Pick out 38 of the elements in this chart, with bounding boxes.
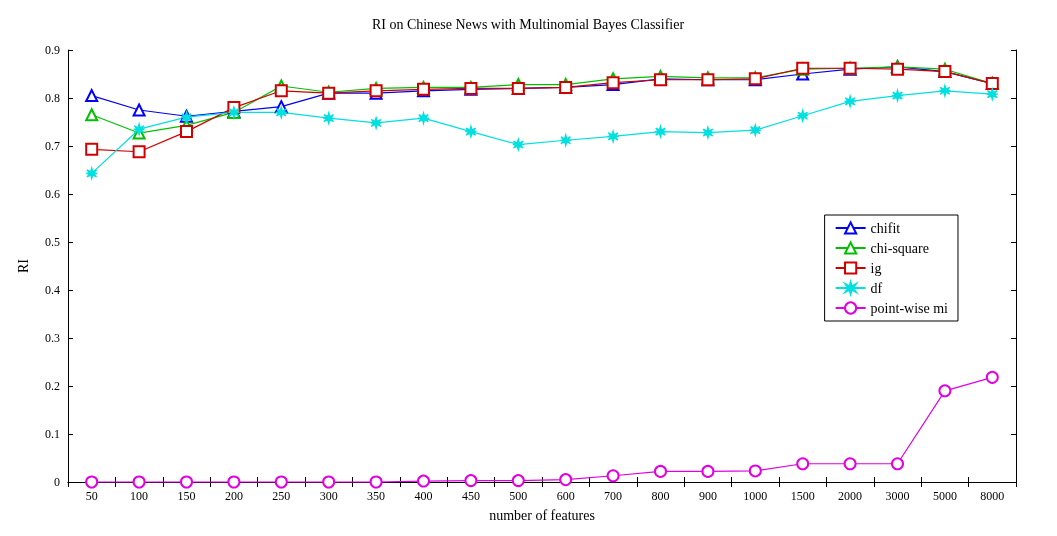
x-tick-label: 900: [698, 489, 717, 503]
x-tick-label: 1500: [790, 489, 815, 503]
x-tick-label: 800: [651, 489, 670, 503]
x-tick-label: 250: [272, 489, 291, 503]
x-tick-label: 100: [130, 489, 149, 503]
x-tick-label: 600: [556, 489, 575, 503]
legend-label: df: [870, 280, 883, 296]
y-tick-label: 0: [54, 475, 60, 489]
x-tick-label: 500: [509, 489, 528, 503]
y-tick-label: 0.5: [45, 235, 60, 249]
x-tick-label: 200: [224, 489, 243, 503]
legend-label: chi-square: [870, 240, 929, 256]
chart-title: RI on Chinese News with Multinomial Bayes Classifier: [371, 16, 685, 32]
y-tick-label: 0.3: [45, 331, 60, 345]
y-tick-label: 0.9: [45, 43, 60, 57]
x-tick-label: 700: [604, 489, 623, 503]
y-axis-title: RI: [15, 258, 31, 273]
y-tick-label: 0.4: [45, 283, 60, 297]
x-tick-label: 400: [414, 489, 433, 503]
x-tick-label: 2000: [838, 489, 863, 503]
x-tick-label: 450: [461, 489, 480, 503]
x-tick-label: 300: [319, 489, 338, 503]
y-tick-label: 0.6: [45, 187, 60, 201]
y-tick-label: 0.2: [45, 379, 60, 393]
x-tick-label: 50: [85, 489, 98, 503]
x-tick-label: 3000: [885, 489, 910, 503]
y-tick-label: 0.1: [45, 427, 60, 441]
legend-label: point-wise mi: [870, 300, 949, 316]
legend-label: chifit: [870, 220, 901, 236]
x-tick-label: 8000: [980, 489, 1005, 503]
x-tick-label: 5000: [932, 489, 957, 503]
x-tick-label: 1000: [743, 489, 768, 503]
y-tick-label: 0.7: [45, 139, 60, 153]
x-axis-title: number of features: [489, 507, 595, 523]
x-tick-label: 150: [177, 489, 196, 503]
legend-label: ig: [870, 260, 882, 276]
y-tick-label: 0.8: [45, 91, 60, 105]
x-tick-label: 350: [367, 489, 386, 503]
